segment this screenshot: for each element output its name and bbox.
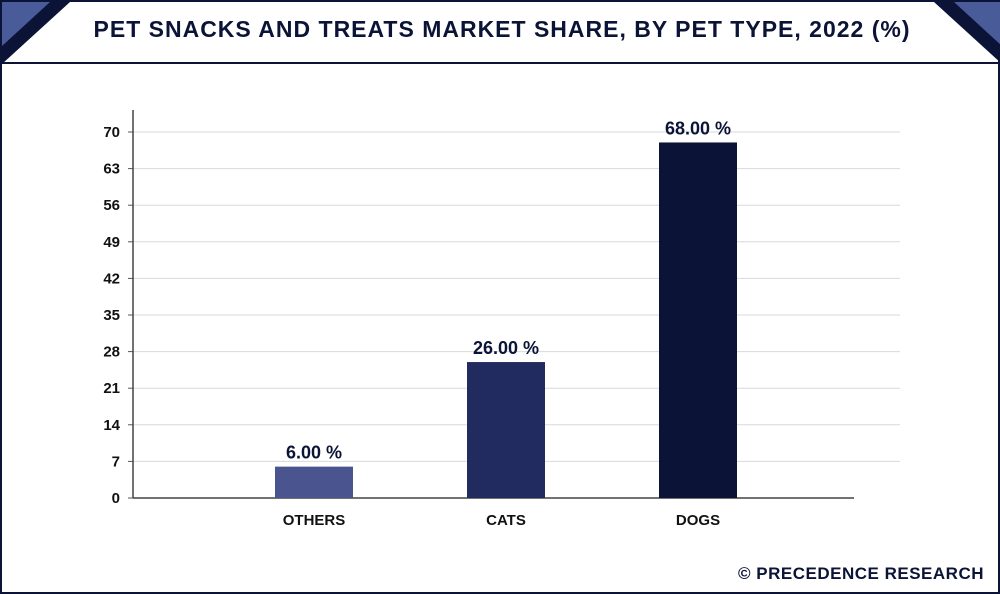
- header-band: [2, 2, 1000, 64]
- data-label-dogs: 68.00 %: [665, 118, 731, 138]
- header-accent-right: [954, 2, 1000, 45]
- y-tick-label: 49: [103, 234, 120, 251]
- y-tick-label: 21: [103, 380, 120, 397]
- bar-cats: [467, 362, 545, 498]
- watermark: © PRECEDENCE RESEARCH: [738, 564, 984, 583]
- data-label-cats: 26.00 %: [473, 338, 539, 358]
- header-accent-left: [2, 2, 50, 46]
- y-tick-label: 7: [112, 453, 120, 470]
- y-tick-label: 0: [112, 490, 120, 507]
- chart-title: PET SNACKS AND TREATS MARKET SHARE, BY P…: [93, 16, 911, 42]
- y-tick-label: 14: [103, 417, 120, 434]
- y-tick-label: 56: [103, 197, 120, 214]
- bar-layer: [275, 142, 737, 498]
- label-layer: 6.00 % OTHERS 26.00 % CATS 68.00 % DOGS: [283, 118, 731, 529]
- x-category-label: CATS: [486, 512, 526, 529]
- y-tick-label: 63: [103, 161, 120, 178]
- x-category-label: DOGS: [676, 512, 720, 529]
- y-tick-label: 28: [103, 344, 120, 361]
- x-category-label: OTHERS: [283, 512, 346, 529]
- y-tick-label: 70: [103, 124, 120, 141]
- y-tick-label: 42: [103, 270, 120, 287]
- grid-layer: [133, 131, 900, 462]
- y-tick-label: 35: [103, 307, 120, 324]
- bar-dogs: [659, 142, 737, 498]
- bar-others: [275, 466, 353, 498]
- data-label-others: 6.00 %: [286, 443, 342, 463]
